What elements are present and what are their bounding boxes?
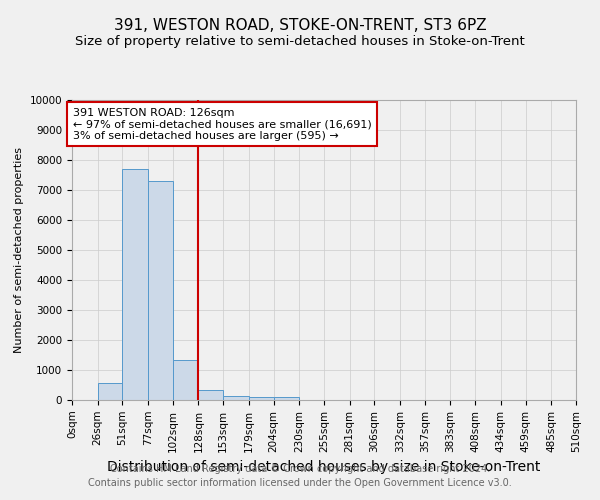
Text: 391, WESTON ROAD, STOKE-ON-TRENT, ST3 6PZ: 391, WESTON ROAD, STOKE-ON-TRENT, ST3 6P… bbox=[113, 18, 487, 32]
Text: Size of property relative to semi-detached houses in Stoke-on-Trent: Size of property relative to semi-detach… bbox=[75, 35, 525, 48]
Bar bbox=[249, 398, 274, 400]
Text: 391 WESTON ROAD: 126sqm
← 97% of semi-detached houses are smaller (16,691)
3% of: 391 WESTON ROAD: 126sqm ← 97% of semi-de… bbox=[73, 108, 372, 140]
Text: Contains HM Land Registry data © Crown copyright and database right 2024.
Contai: Contains HM Land Registry data © Crown c… bbox=[88, 464, 512, 487]
Bar bbox=[199, 390, 223, 400]
Bar bbox=[274, 398, 299, 400]
Bar bbox=[148, 181, 173, 400]
Bar bbox=[122, 169, 148, 400]
Bar bbox=[98, 382, 122, 400]
Bar bbox=[223, 396, 249, 400]
X-axis label: Distribution of semi-detached houses by size in Stoke-on-Trent: Distribution of semi-detached houses by … bbox=[107, 460, 541, 474]
Y-axis label: Number of semi-detached properties: Number of semi-detached properties bbox=[14, 147, 24, 353]
Bar bbox=[173, 360, 199, 400]
